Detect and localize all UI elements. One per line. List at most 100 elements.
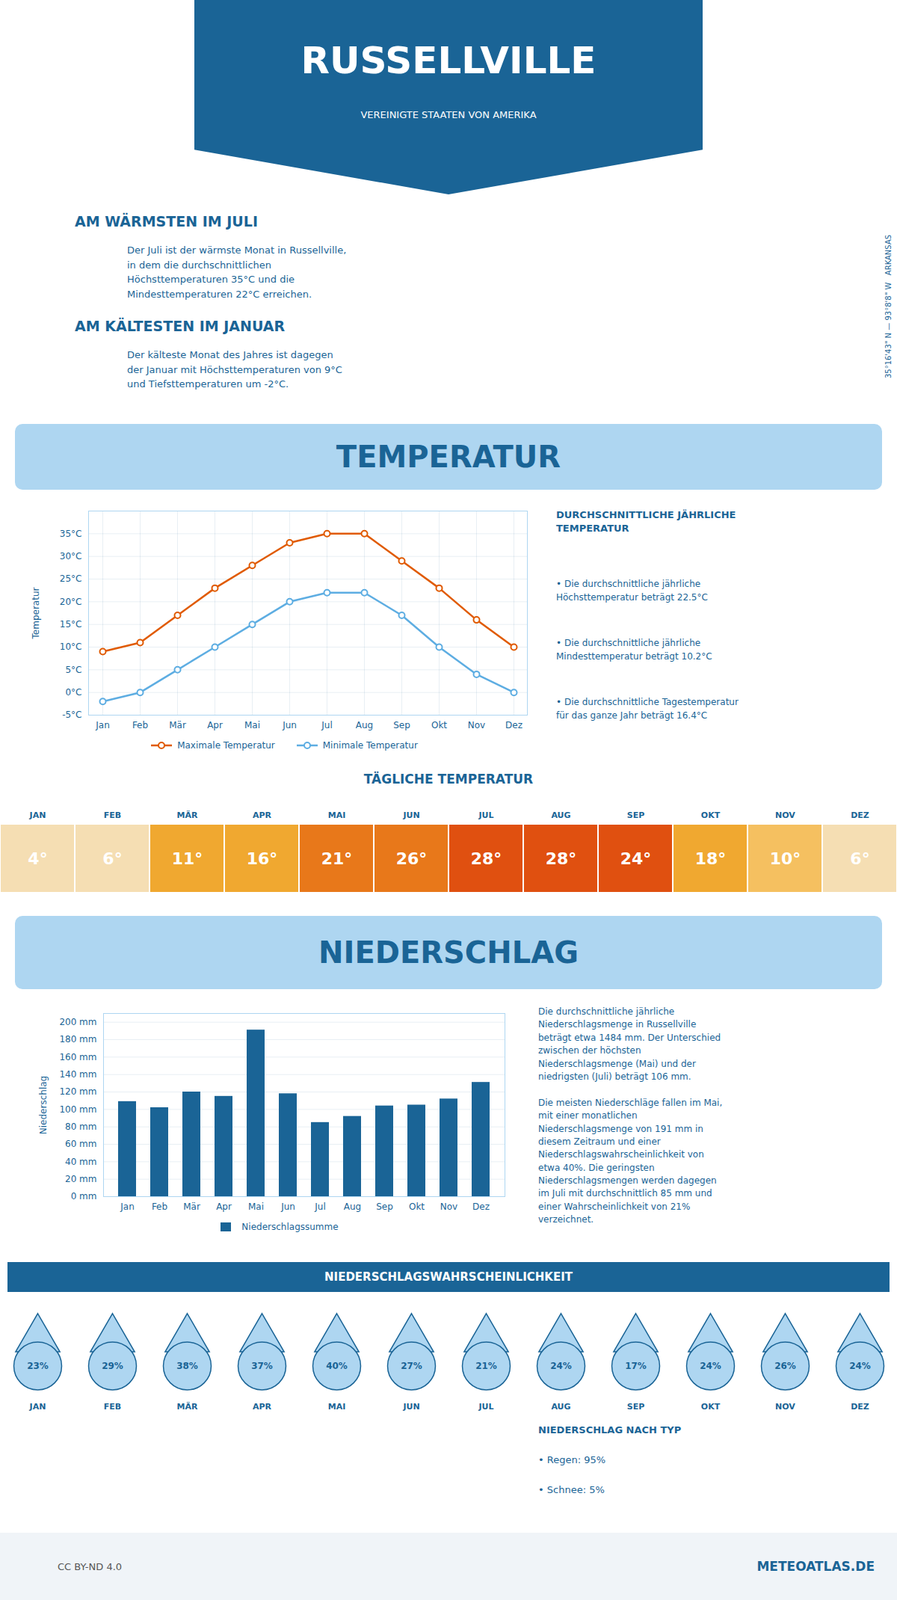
html-text:Der Juli ist der wärmste Monat: Der Juli ist der wärmste Monat in Russel… bbox=[127, 244, 347, 300]
svg-text:37%: 37% bbox=[251, 1360, 273, 1371]
svg-text:Jan: Jan bbox=[94, 719, 110, 731]
svg-text:JUL: JUL bbox=[477, 1401, 494, 1412]
svg-text:Sep: Sep bbox=[393, 719, 411, 731]
svg-text:10°: 10° bbox=[769, 849, 802, 868]
svg-text:MAI: MAI bbox=[328, 1401, 347, 1412]
svg-text:Mär: Mär bbox=[183, 1201, 201, 1212]
svg-text:Okt: Okt bbox=[431, 719, 448, 731]
svg-text:FEB: FEB bbox=[103, 810, 122, 821]
svg-text:Feb: Feb bbox=[151, 1201, 168, 1212]
html-text:RUSSELLVILLE: RUSSELLVILLE bbox=[300, 38, 597, 83]
svg-text:40 mm: 40 mm bbox=[65, 1156, 97, 1167]
svg-text:35°C: 35°C bbox=[59, 528, 83, 539]
svg-text:120 mm: 120 mm bbox=[59, 1086, 97, 1097]
svg-text:18°: 18° bbox=[695, 849, 727, 868]
svg-text:11°: 11° bbox=[171, 849, 204, 868]
svg-text:Jul: Jul bbox=[320, 719, 332, 731]
svg-text:-5°C: -5°C bbox=[62, 709, 82, 720]
svg-text:21%: 21% bbox=[475, 1360, 498, 1371]
svg-text:OKT: OKT bbox=[701, 1401, 721, 1412]
svg-text:16°: 16° bbox=[246, 849, 279, 868]
svg-text:JAN: JAN bbox=[29, 810, 47, 821]
svg-text:MÄR: MÄR bbox=[177, 1400, 199, 1412]
svg-text:40%: 40% bbox=[325, 1360, 348, 1371]
svg-text:24%: 24% bbox=[849, 1360, 871, 1371]
svg-text:0 mm: 0 mm bbox=[71, 1190, 98, 1202]
svg-text:20 mm: 20 mm bbox=[65, 1173, 97, 1185]
svg-text:Apr: Apr bbox=[207, 719, 223, 731]
svg-text:Jun: Jun bbox=[280, 1201, 296, 1212]
html-text:NIEDERSCHLAG: NIEDERSCHLAG bbox=[318, 935, 579, 970]
svg-text:6°: 6° bbox=[849, 849, 870, 868]
svg-text:27%: 27% bbox=[400, 1360, 423, 1371]
svg-text:JUN: JUN bbox=[402, 1401, 420, 1412]
svg-text:28°: 28° bbox=[545, 849, 578, 868]
svg-text:MÄR: MÄR bbox=[177, 809, 199, 821]
svg-text:Jul: Jul bbox=[313, 1201, 326, 1212]
svg-text:6°: 6° bbox=[102, 849, 122, 868]
svg-text:200 mm: 200 mm bbox=[59, 1016, 97, 1028]
svg-text:180 mm: 180 mm bbox=[59, 1033, 97, 1045]
html-text:TEMPERATUR: TEMPERATUR bbox=[336, 439, 561, 474]
svg-text:DEZ: DEZ bbox=[850, 1401, 870, 1412]
svg-text:AUG: AUG bbox=[550, 1401, 571, 1412]
svg-text:0°C: 0°C bbox=[65, 686, 82, 698]
svg-text:26°: 26° bbox=[396, 849, 428, 868]
svg-text:160 mm: 160 mm bbox=[59, 1051, 97, 1063]
svg-text:26%: 26% bbox=[774, 1360, 797, 1371]
svg-text:Nov: Nov bbox=[467, 719, 486, 731]
svg-text:OKT: OKT bbox=[701, 810, 721, 821]
svg-text:10°C: 10°C bbox=[59, 641, 83, 652]
svg-text:Nov: Nov bbox=[440, 1201, 458, 1212]
svg-text:20°C: 20°C bbox=[59, 596, 83, 607]
svg-text:24%: 24% bbox=[699, 1360, 722, 1371]
svg-text:60 mm: 60 mm bbox=[65, 1138, 97, 1149]
svg-text:30°C: 30°C bbox=[59, 550, 83, 562]
svg-text:80 mm: 80 mm bbox=[65, 1121, 97, 1132]
svg-text:5°C: 5°C bbox=[65, 664, 82, 675]
svg-text:Mär: Mär bbox=[168, 719, 187, 731]
svg-text:24°: 24° bbox=[620, 849, 652, 868]
svg-text:Aug: Aug bbox=[343, 1201, 362, 1212]
svg-text:FEB: FEB bbox=[103, 1401, 122, 1412]
svg-text:APR: APR bbox=[252, 810, 273, 821]
svg-text:NOV: NOV bbox=[775, 810, 796, 821]
svg-text:SEP: SEP bbox=[627, 1401, 646, 1412]
svg-text:24%: 24% bbox=[550, 1360, 572, 1371]
svg-text:15°C: 15°C bbox=[59, 618, 83, 630]
svg-text:Mai: Mai bbox=[248, 1201, 264, 1212]
svg-text:Okt: Okt bbox=[408, 1201, 425, 1212]
html-text:Die durchschnittliche jährlich: Die durchschnittliche jährliche Niedersc… bbox=[538, 1006, 723, 1225]
svg-text:38%: 38% bbox=[176, 1360, 199, 1371]
svg-text:100 mm: 100 mm bbox=[59, 1104, 97, 1115]
svg-text:DEZ: DEZ bbox=[850, 810, 870, 821]
svg-text:Feb: Feb bbox=[132, 719, 149, 731]
svg-text:Sep: Sep bbox=[375, 1201, 394, 1212]
svg-text:Jan: Jan bbox=[119, 1201, 135, 1212]
svg-text:NOV: NOV bbox=[775, 1401, 796, 1412]
svg-text:Dez: Dez bbox=[505, 719, 523, 731]
svg-text:Temperatur: Temperatur bbox=[30, 586, 42, 640]
svg-text:APR: APR bbox=[252, 1401, 273, 1412]
svg-text:23%: 23% bbox=[26, 1360, 49, 1371]
html-text:Der kälteste Monat des Jahres: Der kälteste Monat des Jahres ist dagege… bbox=[127, 349, 343, 390]
svg-text:140 mm: 140 mm bbox=[59, 1068, 97, 1080]
svg-text:21°: 21° bbox=[321, 849, 353, 868]
svg-text:JUL: JUL bbox=[477, 810, 494, 821]
svg-text:28°: 28° bbox=[470, 849, 503, 868]
svg-text:Aug: Aug bbox=[355, 719, 374, 731]
svg-text:Niederschlag: Niederschlag bbox=[38, 1075, 49, 1134]
svg-text:Dez: Dez bbox=[472, 1201, 490, 1212]
svg-text:4°: 4° bbox=[27, 849, 48, 868]
svg-text:Apr: Apr bbox=[216, 1201, 232, 1212]
svg-text:JAN: JAN bbox=[29, 1401, 47, 1412]
svg-text:AUG: AUG bbox=[550, 810, 571, 821]
svg-text:29%: 29% bbox=[101, 1360, 124, 1371]
svg-text:25°C: 25°C bbox=[59, 573, 83, 584]
svg-text:SEP: SEP bbox=[627, 810, 646, 821]
svg-text:Jun: Jun bbox=[281, 719, 297, 731]
svg-text:JUN: JUN bbox=[402, 810, 420, 821]
svg-text:Mai: Mai bbox=[244, 719, 261, 731]
svg-text:17%: 17% bbox=[624, 1360, 647, 1371]
svg-text:MAI: MAI bbox=[328, 810, 347, 821]
